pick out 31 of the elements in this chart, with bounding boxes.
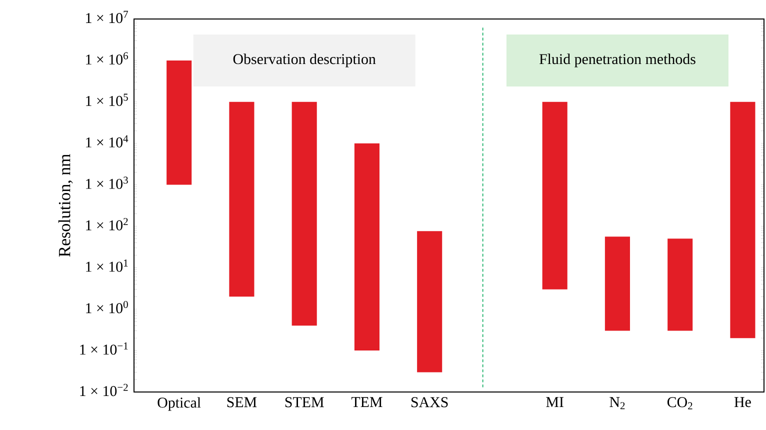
y-tick-label: 1 × 10$^{7}$ — [86, 10, 128, 24]
bar — [417, 231, 442, 372]
x-tick-label: SEM — [227, 397, 257, 408]
bar — [229, 102, 254, 297]
y-tick-label: 1 × 10$^{5}$ — [86, 94, 128, 106]
annotation: Observation description — [233, 54, 376, 68]
x-tick-label: MI — [546, 397, 564, 407]
bar — [730, 102, 756, 338]
bar — [166, 60, 192, 185]
x-tick-label: CO$_{2}$ — [667, 397, 692, 410]
x-tick-label: He — [734, 397, 751, 408]
y-axis-title: Resolution, nm — [58, 154, 73, 257]
y-tick-label: 1 × 10$^{2}$ — [86, 218, 128, 230]
bar — [542, 102, 568, 290]
x-tick-label: STEM — [285, 397, 324, 408]
y-tick-label: 1 × 10$^{4}$ — [86, 135, 128, 148]
y-tick-label: 1 × 10$^{0}$ — [86, 300, 128, 314]
y-tick-label: 1 × 10$^{3}$ — [86, 176, 128, 189]
y-tick-label: 1 × 10$^{−2}$ — [80, 384, 128, 396]
x-tick-label: N$_{2}$ — [610, 397, 625, 410]
x-tick-label: Optical — [158, 397, 201, 411]
x-tick-label: SAXS — [411, 397, 448, 408]
y-tick-label: 1 × 10$^{1}$ — [86, 260, 128, 272]
bar — [292, 102, 317, 326]
bar — [354, 143, 380, 351]
y-tick-label: 1 × 10$^{−1}$ — [80, 342, 128, 355]
y-tick-label: 1 × 10$^{6}$ — [86, 52, 128, 65]
bar — [604, 236, 630, 331]
x-tick-label: TEM — [351, 397, 382, 407]
annotation: Fluid penetration methods — [539, 54, 696, 68]
bar — [668, 238, 693, 331]
